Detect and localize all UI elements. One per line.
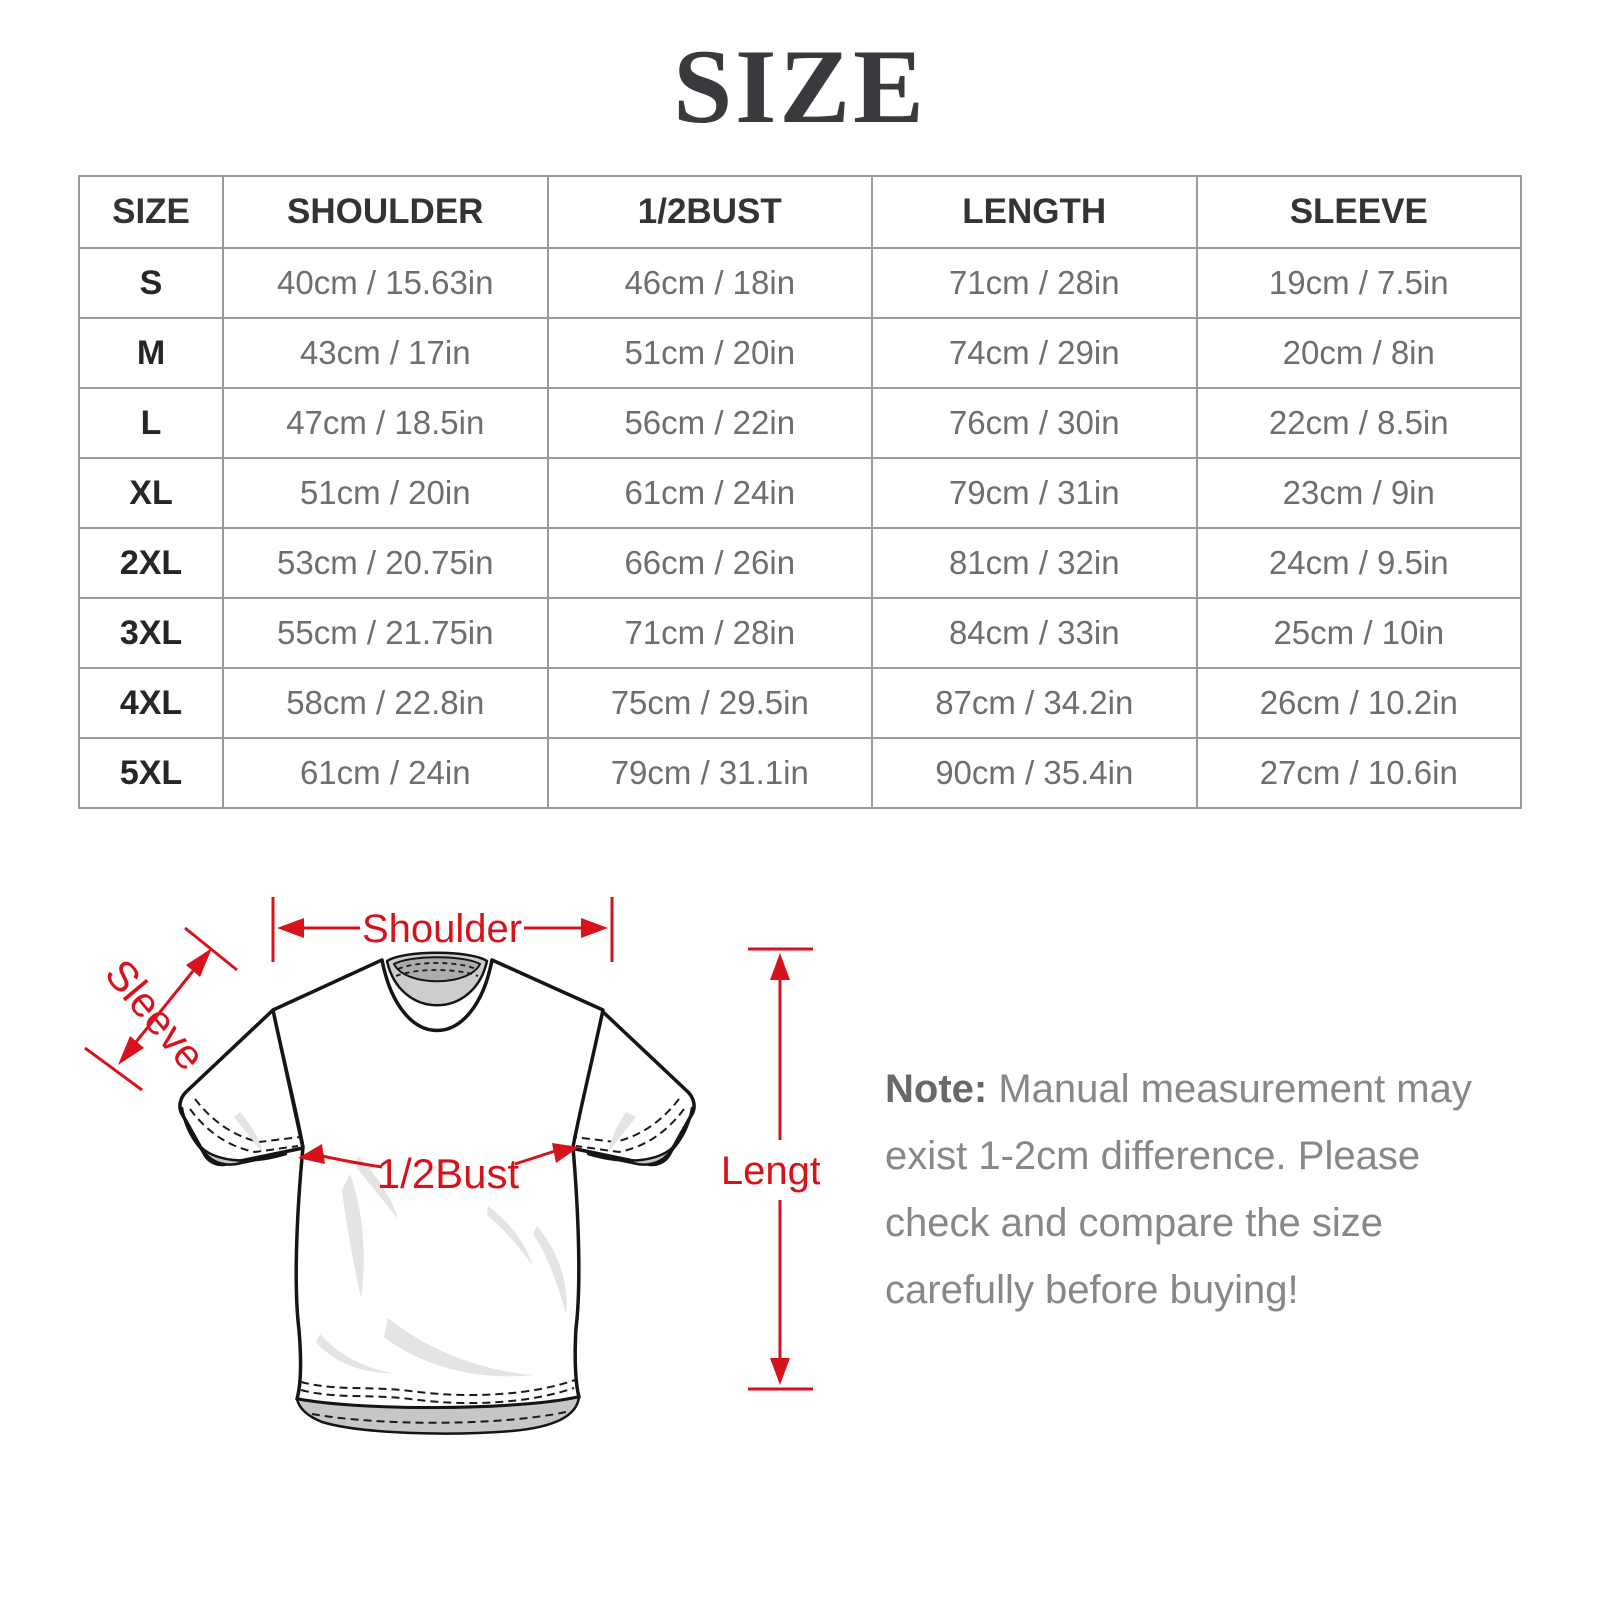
measurement-cell: 61cm / 24in bbox=[546, 457, 873, 529]
measurement-cell: 51cm / 20in bbox=[222, 457, 549, 529]
shoulder-arrowhead-right bbox=[581, 918, 608, 938]
length-arrowhead-top bbox=[770, 953, 790, 980]
length-arrowhead-bottom bbox=[770, 1358, 790, 1385]
sleeve-arrow-endcap bbox=[84, 1046, 143, 1092]
size-label-cell: 4XL bbox=[78, 667, 224, 739]
table-row: L 47cm / 18.5in 56cm / 22in 76cm / 30in 22cm… bbox=[78, 387, 1522, 459]
wrinkle bbox=[234, 1112, 263, 1153]
size-label-cell: 2XL bbox=[78, 527, 224, 599]
bust-arrow-shaft bbox=[514, 1149, 556, 1166]
size-label-cell: XL bbox=[78, 457, 224, 529]
measurement-cell: 51cm / 20in bbox=[546, 317, 873, 389]
measurement-cell: 20cm / 8in bbox=[1195, 317, 1522, 389]
measurement-cell: 47cm / 18.5in bbox=[222, 387, 549, 459]
measurement-cell: 76cm / 30in bbox=[871, 387, 1198, 459]
measurement-cell: 43cm / 17in bbox=[222, 317, 549, 389]
measurement-cell: 55cm / 21.75in bbox=[222, 597, 549, 669]
measurement-cell: 71cm / 28in bbox=[871, 247, 1198, 319]
measurement-cell: 53cm / 20.75in bbox=[222, 527, 549, 599]
measurement-cell: 19cm / 7.5in bbox=[1195, 247, 1522, 319]
tshirt-measurement-diagram: Shoulder Sleeve 1/2Bust Length bbox=[84, 897, 820, 1435]
back-collar-band bbox=[392, 956, 482, 983]
table-row: S 40cm / 15.63in 46cm / 18in 71cm / 28in 19c… bbox=[78, 247, 1522, 319]
measurement-cell: 46cm / 18in bbox=[546, 247, 873, 319]
table-row: 4XL 58cm / 22.8in 75cm / 29.5in 87cm / 34.2… bbox=[78, 667, 1522, 739]
page-title: SIZE bbox=[673, 28, 927, 145]
table-row: 2XL 53cm / 20.75in 66cm / 26in 81cm / 32in 2… bbox=[78, 527, 1522, 599]
measurement-cell: 74cm / 29in bbox=[871, 317, 1198, 389]
measurement-note: Note: Manual measurement may exist 1-2cm… bbox=[885, 1056, 1485, 1324]
measurement-cell: 56cm / 22in bbox=[546, 387, 873, 459]
measurement-cell: 26cm / 10.2in bbox=[1195, 667, 1522, 739]
measurement-cell: 81cm / 32in bbox=[871, 527, 1198, 599]
size-table-body: S 40cm / 15.63in 46cm / 18in 71cm / 28in 19c… bbox=[78, 247, 1522, 809]
right-cuff-stitch bbox=[575, 1108, 685, 1154]
wrinkle bbox=[316, 1334, 393, 1374]
size-label-cell: M bbox=[78, 317, 224, 389]
left-cuff-stitch bbox=[189, 1108, 299, 1154]
measurement-cell: 90cm / 35.4in bbox=[871, 737, 1198, 809]
measurement-cell: 87cm / 34.2in bbox=[871, 667, 1198, 739]
wrinkle bbox=[608, 1112, 636, 1153]
bust-arrowhead-right bbox=[552, 1143, 579, 1163]
collar-stitch bbox=[395, 969, 479, 977]
measurement-cell: 71cm / 28in bbox=[546, 597, 873, 669]
wrinkle bbox=[533, 1226, 567, 1314]
table-row: 3XL 55cm / 21.75in 71cm / 28in 84cm / 33in 2… bbox=[78, 597, 1522, 669]
note-text: Manual measurement may exist 1-2cm diffe… bbox=[885, 1067, 1472, 1312]
measurement-cell: 79cm / 31.1in bbox=[546, 737, 873, 809]
shoulder-dimension-label: Shoulder bbox=[362, 907, 522, 951]
left-cuff-inside bbox=[180, 1106, 288, 1166]
note-label: Note: bbox=[885, 1067, 988, 1111]
measurement-cell: 61cm / 24in bbox=[222, 737, 549, 809]
table-row: M 43cm / 17in 51cm / 20in 74cm / 29in 20cm /… bbox=[78, 317, 1522, 389]
measurement-cell: 84cm / 33in bbox=[871, 597, 1198, 669]
shoulder-arrowhead-left bbox=[277, 918, 304, 938]
bust-arrowhead-left bbox=[298, 1144, 325, 1164]
measurement-cell: 27cm / 10.6in bbox=[1195, 737, 1522, 809]
column-header: 1/2BUST bbox=[546, 175, 873, 249]
sleeve-arrowhead-upper bbox=[186, 948, 212, 977]
size-label-cell: S bbox=[78, 247, 224, 319]
wrinkle bbox=[355, 1156, 398, 1219]
hem-stitch bbox=[311, 1411, 567, 1424]
size-label-cell: 5XL bbox=[78, 737, 224, 809]
size-label-cell: L bbox=[78, 387, 224, 459]
hem-inside bbox=[295, 1395, 581, 1435]
measurement-cell: 25cm / 10in bbox=[1195, 597, 1522, 669]
collar-stitch bbox=[397, 962, 477, 970]
table-row: XL 51cm / 20in 61cm / 24in 79cm / 31in 23cm … bbox=[78, 457, 1522, 529]
sleeve-arrowhead-lower bbox=[118, 1036, 144, 1065]
column-header: SLEEVE bbox=[1195, 175, 1522, 249]
wrinkle bbox=[342, 1174, 364, 1298]
length-dimension-label: Length bbox=[721, 1149, 820, 1193]
hem-stitch bbox=[300, 1379, 576, 1397]
column-header: LENGTH bbox=[871, 175, 1198, 249]
measurement-cell: 75cm / 29.5in bbox=[546, 667, 873, 739]
size-label-cell: 3XL bbox=[78, 597, 224, 669]
hem-stitch bbox=[300, 1387, 575, 1405]
wrinkle bbox=[384, 1318, 533, 1377]
sleeve-arrow-shaft bbox=[134, 970, 195, 1043]
measurement-cell: 22cm / 8.5in bbox=[1195, 387, 1522, 459]
bust-dimension-label: 1/2Bust bbox=[377, 1150, 520, 1197]
measurement-cell: 79cm / 31in bbox=[871, 457, 1198, 529]
table-row: 5XL 61cm / 24in 79cm / 31.1in 90cm / 35.4in… bbox=[78, 737, 1522, 809]
measurement-cell: 58cm / 22.8in bbox=[222, 667, 549, 739]
bust-arrow-shaft bbox=[321, 1154, 383, 1169]
size-table-head-row: SIZE SHOULDER 1/2BUST LENGTH SLEEVE bbox=[78, 175, 1522, 249]
right-cuff-inside bbox=[586, 1106, 694, 1166]
size-table: SIZE SHOULDER 1/2BUST LENGTH SLEEVE S 40cm / … bbox=[78, 175, 1522, 809]
wrinkle bbox=[487, 1206, 533, 1266]
column-header: SIZE bbox=[78, 175, 224, 249]
measurement-cell: 24cm / 9.5in bbox=[1195, 527, 1522, 599]
column-header: SHOULDER bbox=[222, 175, 549, 249]
measurement-cell: 66cm / 26in bbox=[546, 527, 873, 599]
measurement-cell: 40cm / 15.63in bbox=[222, 247, 549, 319]
measurement-cell: 23cm / 9in bbox=[1195, 457, 1522, 529]
